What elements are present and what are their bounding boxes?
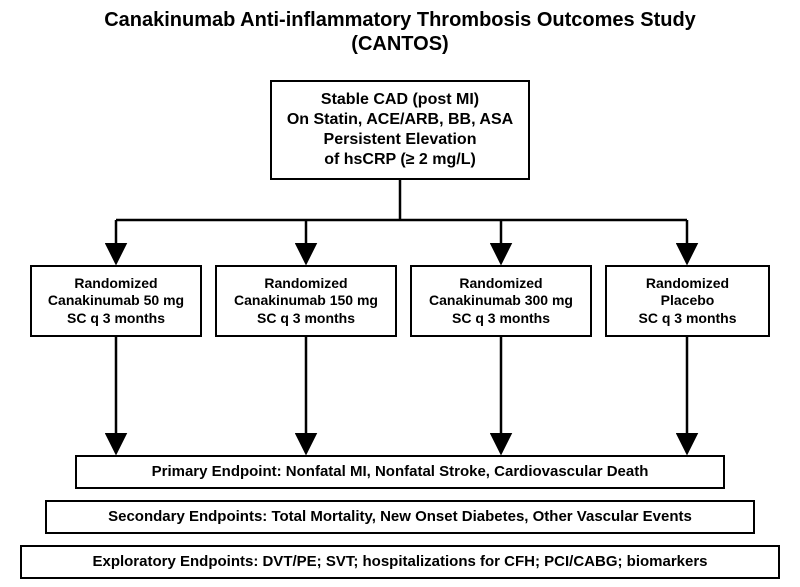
arm-box-0: RandomizedCanakinumab 50 mgSC q 3 months: [30, 265, 202, 337]
arm-box-1: RandomizedCanakinumab 150 mgSC q 3 month…: [215, 265, 397, 337]
endpoint-box-1: Secondary Endpoints: Total Mortality, Ne…: [45, 500, 755, 534]
arm-box-3: RandomizedPlaceboSC q 3 months: [605, 265, 770, 337]
inclusion-criteria-box: Stable CAD (post MI)On Statin, ACE/ARB, …: [270, 80, 530, 180]
endpoint-box-2: Exploratory Endpoints: DVT/PE; SVT; hosp…: [20, 545, 780, 579]
diagram-title: Canakinumab Anti-inflammatory Thrombosis…: [0, 8, 800, 56]
endpoint-box-0: Primary Endpoint: Nonfatal MI, Nonfatal …: [75, 455, 725, 489]
arm-box-2: RandomizedCanakinumab 300 mgSC q 3 month…: [410, 265, 592, 337]
